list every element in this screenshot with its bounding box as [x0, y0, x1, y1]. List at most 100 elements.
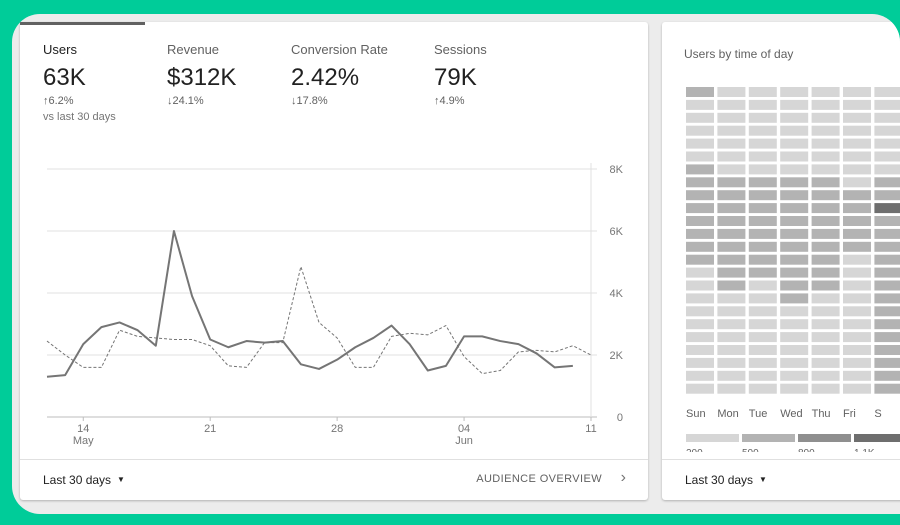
- x-tick-sublabel: May: [73, 435, 94, 447]
- heatmap-cell: [843, 138, 871, 149]
- heatmap-cell: [874, 370, 900, 381]
- heatmap-cell: [686, 293, 714, 304]
- metric-users[interactable]: Users 63K ↑6.2% vs last 30 days: [43, 42, 116, 123]
- heatmap-cell: [686, 190, 714, 201]
- heatmap-cell: [843, 112, 871, 123]
- x-tick-label: 21: [204, 423, 216, 435]
- heatmap-cell: [717, 267, 746, 278]
- heatmap-cell: [717, 190, 746, 201]
- heatmap-cell: [748, 254, 777, 265]
- heatmap-cell: [717, 177, 746, 188]
- heatmap-cell: [686, 345, 714, 355]
- heatmap-cell: [780, 254, 809, 265]
- day-label: Wed: [780, 408, 802, 420]
- heatmap-cell: [780, 345, 809, 355]
- overview-card: Users 63K ↑6.2% vs last 30 days Revenue …: [20, 22, 648, 500]
- heatmap-cell: [686, 319, 714, 330]
- y-tick-label: 0: [617, 412, 623, 424]
- users-series-line: [46, 230, 573, 378]
- heatmap-cell: [811, 357, 840, 368]
- heatmap-cell: [686, 383, 714, 394]
- heatmap-cell: [780, 164, 809, 175]
- heatmap-cell: [717, 203, 746, 214]
- heatmap-cell: [686, 357, 714, 368]
- heatmap-cell: [780, 332, 809, 343]
- metric-label: Sessions: [434, 42, 487, 57]
- heatmap-cell: [843, 357, 871, 368]
- heatmap-cell: [686, 228, 714, 239]
- heatmap-cell: [843, 241, 871, 252]
- heatmap-cell: [748, 267, 777, 278]
- heatmap-cell: [874, 267, 900, 278]
- heatmap-cell: [780, 112, 809, 123]
- heatmap-cell: [843, 164, 871, 175]
- heatmap-cell: [874, 203, 900, 214]
- heatmap-cell: [874, 383, 900, 394]
- chevron-right-icon[interactable]: ›: [620, 469, 626, 486]
- heatmap-cell: [874, 138, 900, 149]
- heatmap-cell: [686, 370, 714, 381]
- heatmap-cell: [843, 332, 871, 343]
- legend-swatch: [686, 434, 739, 442]
- heatmap-cell: [874, 357, 900, 368]
- heatmap-cell: [686, 241, 714, 252]
- heatmap-cell: [780, 177, 809, 188]
- active-metric-indicator: [20, 22, 145, 25]
- heatmap-cell: [748, 99, 777, 110]
- heatmap-cell: [686, 87, 714, 97]
- heatmap-cell: [748, 164, 777, 175]
- metric-conversion-rate[interactable]: Conversion Rate 2.42% ↓17.8%: [291, 42, 388, 107]
- legend-swatch: [854, 434, 900, 442]
- heatmap-cell: [780, 99, 809, 110]
- heatmap-cell: [748, 345, 777, 355]
- day-label: Sun: [686, 408, 706, 420]
- heatmap-cell: [780, 319, 809, 330]
- metric-value: $312K: [167, 64, 237, 91]
- date-range-select[interactable]: Last 30 days ▼: [43, 473, 125, 487]
- y-tick-label: 8K: [610, 164, 624, 176]
- heatmap-cell: [717, 164, 746, 175]
- heatmap-cell: [843, 319, 871, 330]
- heatmap-cell: [748, 357, 777, 368]
- heatmap-cell: [748, 138, 777, 149]
- heatmap-cell: [811, 112, 840, 123]
- heatmap-cell: [843, 370, 871, 381]
- y-tick-label: 4K: [610, 288, 624, 300]
- heatmap-cell: [843, 267, 871, 278]
- heatmap-cell: [686, 125, 714, 136]
- audience-overview-link[interactable]: AUDIENCE OVERVIEW: [476, 473, 602, 485]
- metric-delta: ↑6.2%: [43, 95, 74, 107]
- y-tick-label: 6K: [610, 226, 624, 238]
- heatmap-cell: [686, 164, 714, 175]
- heatmap-cell: [748, 190, 777, 201]
- heatmap-cell: [780, 383, 809, 394]
- heatmap-cell: [780, 190, 809, 201]
- heatmap-cell: [717, 241, 746, 252]
- heatmap-cell: [748, 151, 777, 162]
- heatmap-cell: [811, 267, 840, 278]
- heatmap-cell: [717, 216, 746, 226]
- heatmap-cell: [748, 293, 777, 304]
- heatmap-cell: [748, 370, 777, 381]
- caret-down-icon: ▼: [759, 475, 767, 484]
- heatmap-cell: [811, 216, 840, 226]
- day-label: Mon: [717, 408, 738, 420]
- date-range-select[interactable]: Last 30 days ▼: [685, 473, 767, 487]
- metric-sessions[interactable]: Sessions 79K ↑4.9%: [434, 42, 487, 107]
- comparison-series-line: [46, 266, 592, 375]
- heatmap-cell: [748, 125, 777, 136]
- heatmap-cell: [811, 383, 840, 394]
- heatmap-cell: [811, 228, 840, 239]
- heatmap-cell: [780, 357, 809, 368]
- heatmap-cell: [686, 254, 714, 265]
- legend-label: 1.1K: [854, 448, 875, 452]
- heatmap-cell: [686, 112, 714, 123]
- users-by-time-heatmap: Sun Mon Tue Wed Thu Fri S 200 500 800 1.1K: [686, 87, 900, 452]
- heatmap-cell: [717, 151, 746, 162]
- date-range-label: Last 30 days: [43, 473, 112, 487]
- x-tick-label: 11: [585, 423, 596, 435]
- metric-revenue[interactable]: Revenue $312K ↓24.1%: [167, 42, 236, 107]
- heatmap-cell: [874, 293, 900, 304]
- heatmap-cell: [748, 241, 777, 252]
- legend-swatch: [798, 434, 851, 442]
